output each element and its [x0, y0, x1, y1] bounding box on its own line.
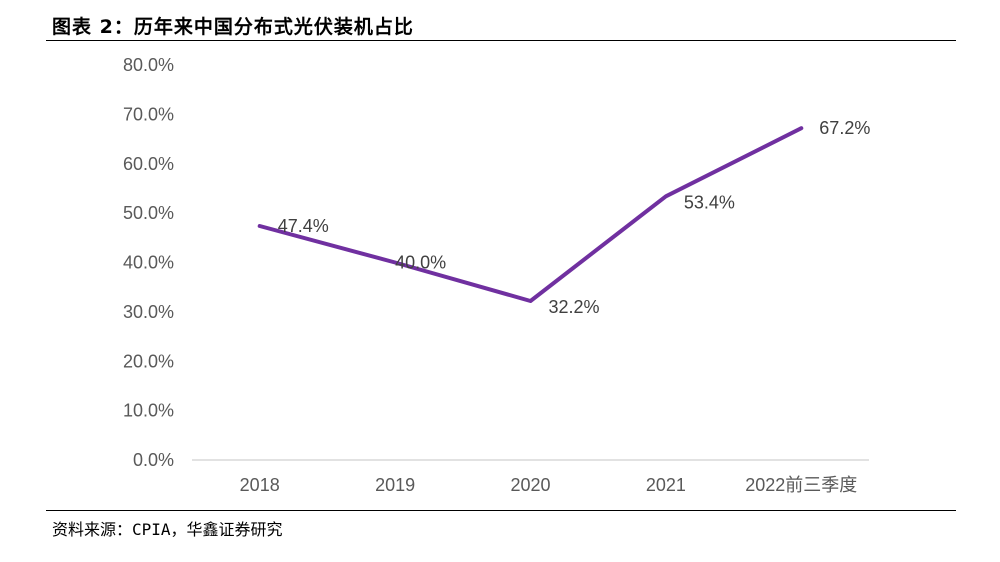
y-axis-ticks: 0.0% 10.0% 20.0% 30.0% 40.0% 50.0% 60.0% 70.0% 8…: [123, 55, 174, 470]
x-tick-label: 2019: [375, 475, 415, 495]
source-divider: [46, 510, 956, 511]
y-tick-label: 80.0%: [123, 55, 174, 75]
data-label: 67.2%: [819, 118, 870, 138]
x-tick-label: 2021: [646, 475, 686, 495]
series-layer: [257, 126, 804, 303]
figure-title: 图表 2：历年来中国分布式光伏装机占比: [52, 16, 414, 38]
data-label: 40.0%: [395, 253, 446, 273]
y-tick-label: 20.0%: [123, 351, 174, 371]
x-axis-ticks: 2018 2019 2020 2021 2022前三季度: [240, 475, 858, 495]
data-label: 32.2%: [549, 297, 600, 317]
title-divider: [46, 40, 956, 41]
y-tick-label: 70.0%: [123, 104, 174, 124]
y-tick-label: 40.0%: [123, 253, 174, 273]
y-tick-label: 0.0%: [133, 450, 174, 470]
y-tick-label: 50.0%: [123, 203, 174, 223]
x-tick-label: 2022前三季度: [745, 475, 857, 495]
source-note: 资料来源：CPIA，华鑫证券研究: [52, 520, 283, 539]
x-tick-label: 2018: [240, 475, 280, 495]
series-line: [257, 126, 804, 303]
x-tick-label: 2020: [510, 475, 550, 495]
y-tick-label: 60.0%: [123, 154, 174, 174]
data-labels: 47.4% 40.0% 32.2% 53.4% 67.2%: [278, 118, 871, 317]
data-label: 47.4%: [278, 216, 329, 236]
y-tick-label: 10.0%: [123, 401, 174, 421]
data-label: 53.4%: [684, 192, 735, 212]
y-tick-label: 30.0%: [123, 302, 174, 322]
